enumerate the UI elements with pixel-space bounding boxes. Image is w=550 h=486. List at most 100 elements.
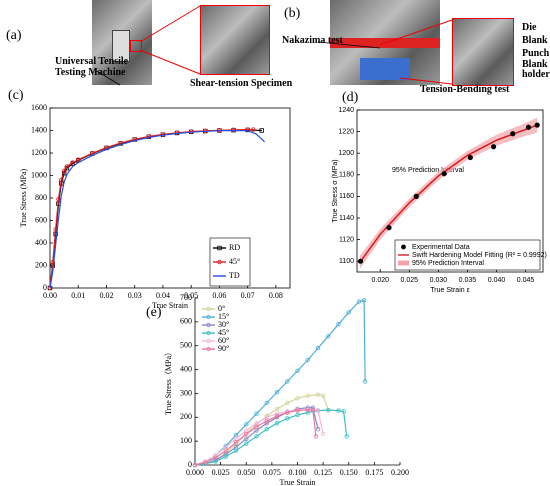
marker <box>320 431 326 437</box>
marker <box>254 434 259 439</box>
x-tick-label: 0.050 <box>237 468 255 477</box>
marker <box>244 436 249 441</box>
marker <box>254 424 259 430</box>
photo-tooling <box>452 18 514 86</box>
y-tick-label: 1120 <box>339 236 354 243</box>
y-tick-label: 200 <box>35 260 47 269</box>
line <box>194 409 348 466</box>
line <box>194 299 366 466</box>
marker <box>313 434 319 439</box>
marker <box>315 392 321 397</box>
marker <box>61 168 67 174</box>
legend-label: RD <box>229 243 240 252</box>
legend-label: 45° <box>229 257 240 266</box>
marker <box>285 416 290 421</box>
legend-marker <box>206 322 211 328</box>
marker <box>315 345 321 351</box>
legend-label: 0° <box>218 304 225 313</box>
legend-marker <box>206 330 211 336</box>
legend-label: Swift Hardening Model Fitting (R² = 0.99… <box>412 252 547 259</box>
data-point <box>441 171 447 177</box>
callout-line <box>139 49 201 75</box>
x-tick-label: 0.025 <box>401 277 419 284</box>
data-point <box>467 154 473 161</box>
x-tick-label: 0.020 <box>371 277 389 284</box>
marker <box>305 407 310 412</box>
marker <box>244 431 249 437</box>
data-point <box>534 122 540 128</box>
callout-line <box>379 19 453 46</box>
y-tick-label: 1180 <box>339 172 354 179</box>
x-tick-label: 0.000 <box>186 468 204 477</box>
x-tick-label: 0.02 <box>99 291 113 300</box>
marker <box>320 393 326 399</box>
legend-marker <box>206 346 211 352</box>
marker <box>295 408 300 413</box>
x-tick-label: 0.05 <box>184 291 198 300</box>
x-tick-label: 0.04 <box>156 291 170 300</box>
x-tick-label: 0.030 <box>430 277 448 284</box>
chart: 1100 1120 1140 1160 1180 1200 1220 1240 0.020 0.0… <box>332 90 547 294</box>
legend-marker <box>206 314 211 320</box>
die-label: Die <box>522 22 537 33</box>
panel-label: (a) <box>6 28 22 43</box>
legend-marker <box>206 306 211 312</box>
legend-label: 30° <box>218 320 229 329</box>
x-tick-label: 0.045 <box>517 277 535 284</box>
legend-label: 45° <box>218 328 229 337</box>
y-tick-label: 200 <box>180 412 192 421</box>
legend-label: 15° <box>218 312 229 321</box>
x-tick-label: 0.125 <box>314 468 332 477</box>
y-tick-label: 1200 <box>338 150 354 157</box>
data-point <box>386 225 392 231</box>
marker <box>223 448 228 453</box>
marker <box>305 410 310 415</box>
y-tick-label: 1000 <box>31 170 47 179</box>
marker <box>146 134 152 139</box>
marker <box>305 393 310 399</box>
x-tick-label: 0.03 <box>128 291 142 300</box>
x-tick-label: 0.150 <box>340 468 358 477</box>
y-tick-label: 1220 <box>338 128 354 135</box>
marker <box>244 422 249 427</box>
marker <box>361 298 367 303</box>
marker <box>336 408 341 413</box>
marker <box>56 196 61 202</box>
marker <box>245 127 250 132</box>
marker <box>336 322 341 327</box>
pointer-line <box>317 41 381 49</box>
x-tick-label: 0.00 <box>43 291 57 300</box>
y-tick-label: 500 <box>180 341 192 350</box>
legend-label: 60° <box>218 336 229 345</box>
marker <box>315 427 321 432</box>
punch-label: Punch <box>522 48 550 59</box>
y-tick-label: 1240 <box>338 107 354 114</box>
blank-label: Blank <box>522 35 548 46</box>
pointer-line <box>94 69 121 86</box>
legend-marker <box>217 259 222 265</box>
legend-marker <box>217 245 222 251</box>
x-axis-label: True Strain <box>280 478 316 486</box>
marker <box>233 440 239 445</box>
x-tick-label: 0.06 <box>212 291 226 300</box>
marker <box>285 379 290 384</box>
data-point <box>357 258 364 264</box>
panel-label: (d) <box>342 90 359 105</box>
nakazima-label: Nakazima test <box>282 35 343 46</box>
marker <box>274 406 280 412</box>
marker <box>305 357 310 363</box>
x-axis-label: True Strain ε <box>430 287 469 294</box>
marker <box>326 407 331 413</box>
marker <box>192 462 198 468</box>
x-tick-label: 0.035 <box>459 277 477 284</box>
marker <box>50 259 56 265</box>
data-point <box>413 193 419 199</box>
y-tick-label: 700 <box>180 293 192 302</box>
callouts <box>94 5 453 86</box>
x-tick-label: 0.200 <box>391 468 409 477</box>
specimen-label: Shear-tension Specimen <box>190 78 293 89</box>
marker <box>356 299 362 304</box>
y-axis-label: True Stress（MPa） <box>164 348 173 415</box>
y-tick-label: 100 <box>180 436 192 445</box>
y-tick-label: 0 <box>188 460 192 469</box>
